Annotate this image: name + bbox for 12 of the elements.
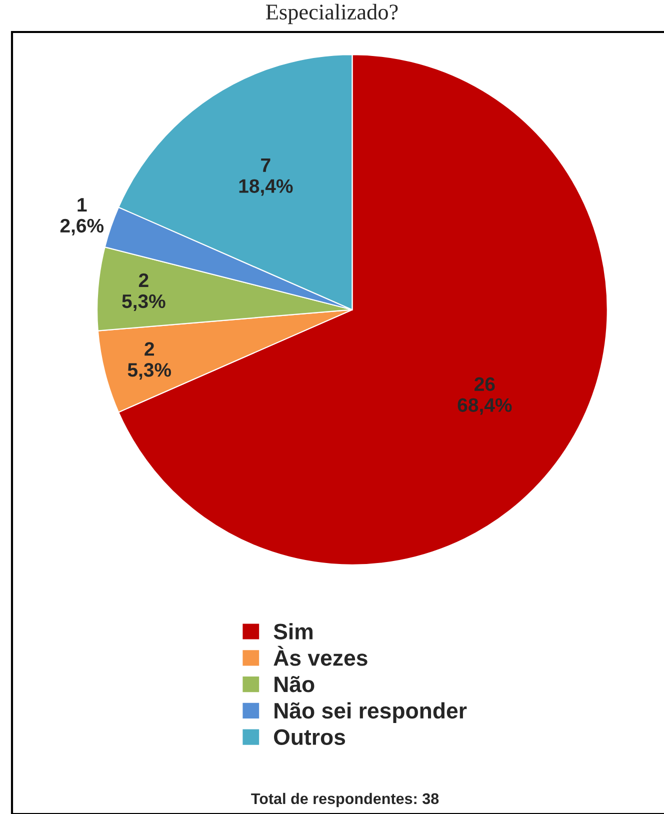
data-label: 2 5,3% <box>128 342 172 380</box>
legend-label: Não sei responder <box>274 702 467 723</box>
data-label: 2 5,3% <box>122 273 166 311</box>
legend-label: Às vezes <box>274 646 368 666</box>
data-label: 7 18,4% <box>239 158 293 196</box>
text: Total de respondentes: 38 <box>251 792 439 808</box>
legend-label: Outros <box>274 729 346 745</box>
data-label: 1 2,6% <box>60 198 104 236</box>
data-label: 26 68,4% <box>458 377 512 415</box>
legend-label: Não <box>274 676 314 692</box>
chart-title: Especializado? <box>266 4 398 24</box>
legend-label: Sim <box>274 623 312 640</box>
